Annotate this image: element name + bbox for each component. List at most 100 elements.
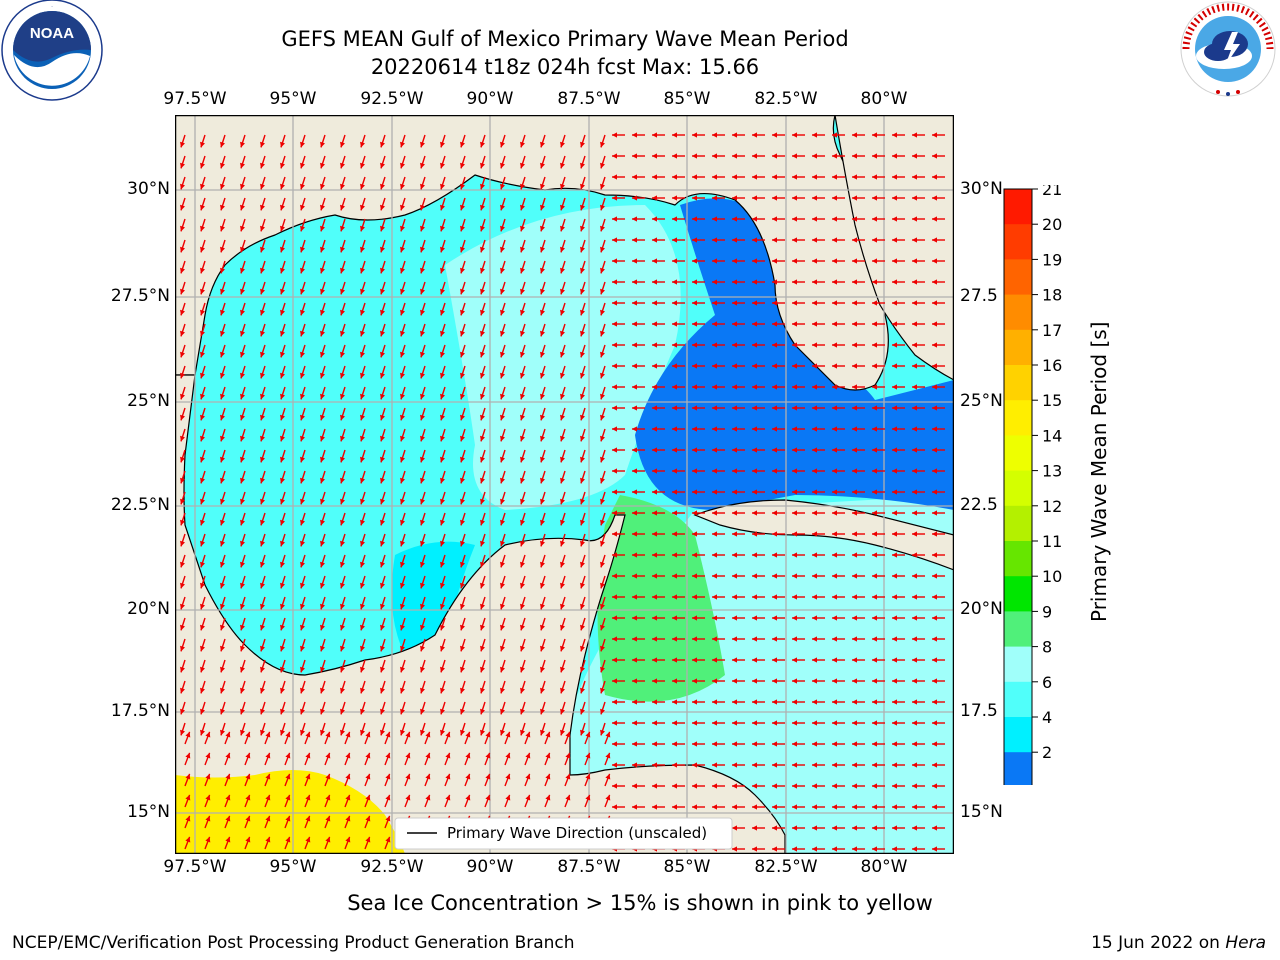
wave-arrow xyxy=(384,794,391,808)
wave-arrow xyxy=(932,447,945,453)
wave-arrow xyxy=(180,575,186,589)
wave-arrow xyxy=(480,386,486,400)
wave-arrow xyxy=(280,659,286,673)
colorbar-label-15: 4 xyxy=(1042,708,1052,727)
wave-arrow xyxy=(652,258,665,264)
wave-arrow xyxy=(792,426,805,432)
wave-arrow xyxy=(420,218,426,232)
wave-arrow xyxy=(264,836,271,850)
wave-arrow xyxy=(772,174,785,180)
wave-arrow xyxy=(872,153,885,159)
wave-arrow xyxy=(420,449,426,463)
wave-arrow xyxy=(600,323,606,337)
wave-arrow xyxy=(752,636,765,642)
lat-tick-right-3: 22.5 xyxy=(960,495,998,515)
wave-arrow xyxy=(672,657,685,663)
wave-arrow xyxy=(420,365,426,379)
lat-tick-right-4: 20°N xyxy=(960,599,1003,619)
wave-arrow xyxy=(772,426,785,432)
wave-arrow xyxy=(200,197,206,211)
wave-arrow xyxy=(852,531,865,537)
wave-arrow xyxy=(632,321,645,327)
wave-arrow xyxy=(444,752,451,766)
wave-arrow xyxy=(300,239,306,253)
wave-arrow xyxy=(652,783,665,789)
wave-arrow xyxy=(360,701,366,715)
wave-arrow xyxy=(772,636,785,642)
wave-arrow xyxy=(600,533,606,547)
wave-arrow xyxy=(672,531,685,537)
wave-arrow xyxy=(812,825,825,831)
wave-arrow xyxy=(672,678,685,684)
wave-arrow xyxy=(200,260,206,274)
colorbar-segment-11 xyxy=(1004,576,1032,612)
wave-arrow xyxy=(180,365,186,379)
wave-arrow xyxy=(652,153,665,159)
wave-arrow xyxy=(380,239,386,253)
wave-arrow xyxy=(932,594,945,600)
wave-arrow xyxy=(360,533,366,547)
wave-arrow xyxy=(732,384,745,390)
wave-arrow xyxy=(812,216,825,222)
wave-arrow xyxy=(460,554,466,568)
wave-arrow xyxy=(320,659,326,673)
wave-arrow xyxy=(752,531,765,537)
wave-arrow xyxy=(712,216,725,222)
wave-arrow xyxy=(832,132,845,138)
wave-arrow xyxy=(832,636,845,642)
wave-arrow xyxy=(872,678,885,684)
wave-arrow xyxy=(792,762,805,768)
wave-arrow xyxy=(832,447,845,453)
wave-arrow xyxy=(280,260,286,274)
wave-arrow xyxy=(580,428,586,442)
wave-arrow xyxy=(792,384,805,390)
wave-arrow xyxy=(180,491,186,505)
wave-arrow xyxy=(912,321,925,327)
wave-arrow xyxy=(500,134,506,148)
wave-arrow xyxy=(632,279,645,285)
wave-arrow xyxy=(712,195,725,201)
wave-arrow xyxy=(752,258,765,264)
wave-arrow xyxy=(540,722,546,736)
wave-arrow xyxy=(792,615,805,621)
wave-arrow xyxy=(520,386,526,400)
wave-arrow xyxy=(340,638,346,652)
wave-arrow xyxy=(892,258,905,264)
wave-arrow xyxy=(464,773,471,787)
wave-arrow xyxy=(380,428,386,442)
wave-arrow xyxy=(560,512,566,526)
wave-arrow xyxy=(852,468,865,474)
wave-arrow xyxy=(220,155,226,169)
wave-arrow xyxy=(220,596,226,610)
wave-arrow xyxy=(180,134,186,148)
wave-arrow xyxy=(564,773,571,787)
wave-arrow xyxy=(400,554,406,568)
wave-arrow xyxy=(692,342,705,348)
wave-arrow xyxy=(340,449,346,463)
wave-arrow xyxy=(612,741,625,747)
wave-arrow xyxy=(540,449,546,463)
wave-arrow xyxy=(792,720,805,726)
wave-arrow xyxy=(872,405,885,411)
wave-arrow xyxy=(772,531,785,537)
wave-arrow xyxy=(220,386,226,400)
wave-arrow xyxy=(344,794,351,808)
wave-arrow xyxy=(460,491,466,505)
wave-arrow xyxy=(732,615,745,621)
wave-arrow xyxy=(672,468,685,474)
wave-arrow xyxy=(400,491,406,505)
wave-arrow xyxy=(652,489,665,495)
wave-arrow xyxy=(672,216,685,222)
wave-arrow xyxy=(360,512,366,526)
wave-arrow xyxy=(300,281,306,295)
wave-arrow xyxy=(692,468,705,474)
wave-arrow xyxy=(632,237,645,243)
wave-arrow xyxy=(260,701,266,715)
wave-arrow xyxy=(500,239,506,253)
wave-arrow xyxy=(612,153,625,159)
wave-arrow xyxy=(600,176,606,190)
wave-arrow xyxy=(672,741,685,747)
wave-arrow xyxy=(504,794,511,808)
wave-arrow xyxy=(224,773,231,787)
wave-arrow xyxy=(732,846,745,852)
